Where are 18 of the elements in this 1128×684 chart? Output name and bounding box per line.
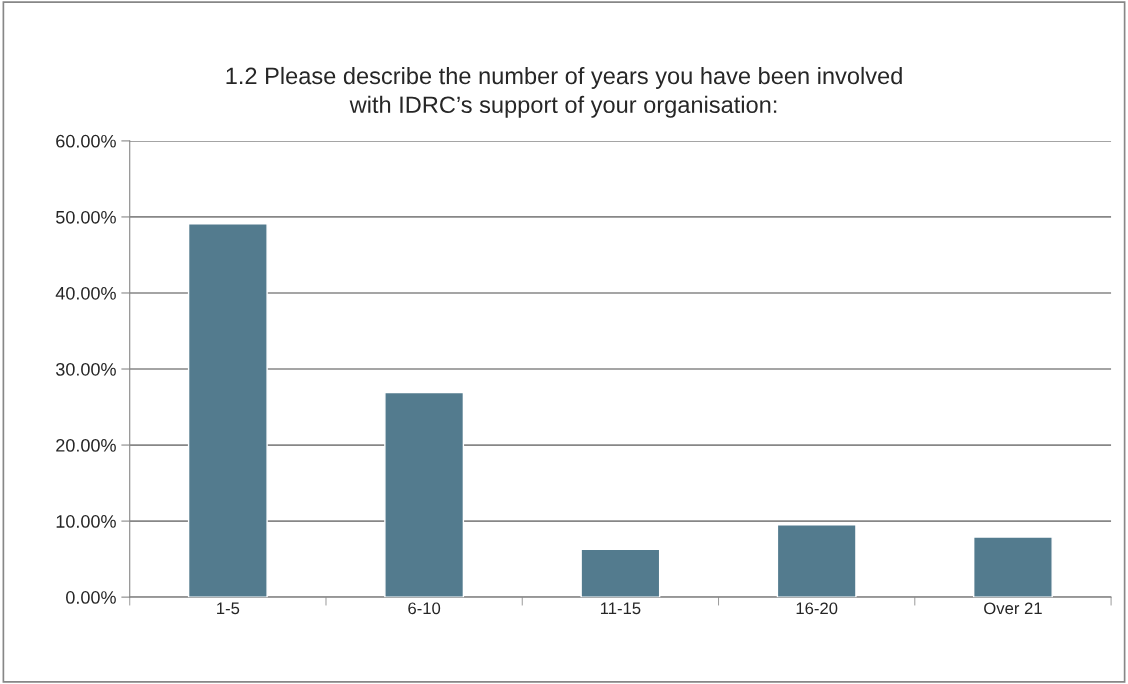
x-tick-label: 11-15 (600, 602, 641, 615)
y-tick-label: 60.00% (56, 134, 116, 148)
x-tick-label: 6-10 (408, 602, 441, 615)
bar (384, 391, 465, 598)
y-tick-label: 50.00% (56, 210, 116, 224)
x-tick-label: 1-5 (217, 602, 240, 615)
chart-title: 1.2 Please describe the number of years you have been involved with IDRC’s support of your organisation: (226, 66, 902, 118)
bar (972, 536, 1053, 598)
x-tick-label: Over 21 (984, 602, 1042, 615)
y-tick-label: 10.00% (56, 515, 116, 528)
y-tick-label: 0.00% (66, 591, 116, 604)
bar (580, 548, 661, 598)
y-tick-label: 40.00% (55, 286, 116, 300)
x-tick-label: 16-20 (796, 602, 838, 615)
bar (187, 223, 268, 598)
bar (776, 524, 857, 598)
y-tick-label: 30.00% (55, 362, 116, 376)
y-tick-label: 20.00% (56, 438, 116, 452)
